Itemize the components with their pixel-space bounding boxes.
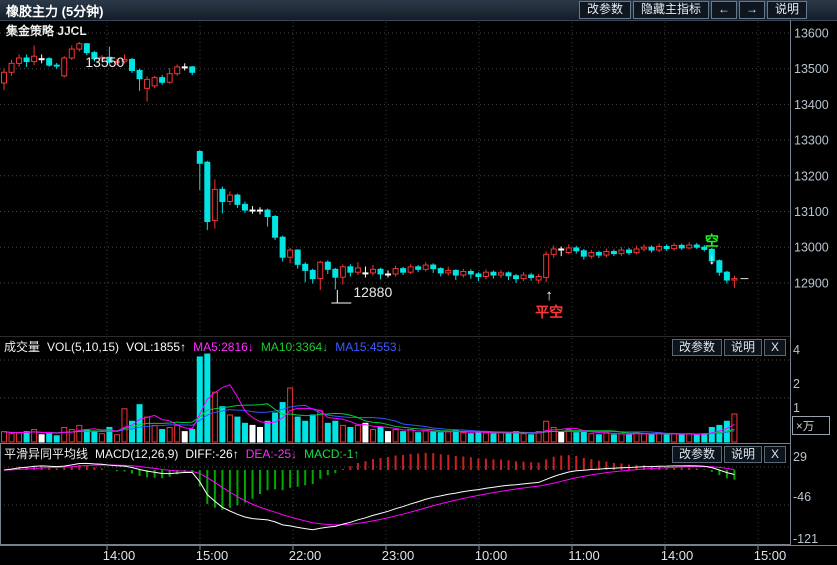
volume-formula: VOL(5,10,15) xyxy=(47,339,120,354)
volume-change-params-button[interactable]: 改参数 xyxy=(672,339,723,356)
volume-pane-title: 成交量 xyxy=(4,340,41,354)
svg-text:↓: ↓ xyxy=(708,251,716,268)
svg-text:13100: 13100 xyxy=(794,205,829,219)
svg-text:×万: ×万 xyxy=(796,421,814,433)
svg-text:-46: -46 xyxy=(793,490,811,504)
macd-diff-value: DIFF:-26↑ xyxy=(185,446,239,461)
change-params-button[interactable]: 改参数 xyxy=(578,1,631,19)
svg-text:12900: 12900 xyxy=(794,276,829,290)
svg-text:13200: 13200 xyxy=(794,169,829,183)
svg-text:11:00: 11:00 xyxy=(568,548,600,563)
gridlines-layer xyxy=(0,22,790,544)
svg-text:13000: 13000 xyxy=(794,241,829,255)
axis-labels: 13600 13500 13400 13300 13200 13100 13000 12900… xyxy=(103,27,830,563)
svg-text:14:00: 14:00 xyxy=(661,548,694,563)
volume-value: VOL:1855↑ xyxy=(126,339,187,354)
macd-formula: MACD(12,26,9) xyxy=(95,446,179,461)
svg-text:13500: 13500 xyxy=(794,62,829,76)
macd-pane-title: 平滑异同平均线 xyxy=(4,447,89,461)
macd-help-button[interactable]: 说明 xyxy=(724,446,763,463)
help-button[interactable]: 说明 xyxy=(766,1,807,19)
strategy-label: 集金策略 JJCL xyxy=(6,24,87,38)
svg-text:10:00: 10:00 xyxy=(475,548,508,563)
volume-close-button[interactable]: X xyxy=(764,339,787,356)
svg-text:23:00: 23:00 xyxy=(382,548,415,563)
prev-arrow-button[interactable]: ← xyxy=(710,1,737,19)
window-title: 橡胶主力 (5分钟) xyxy=(6,3,104,19)
svg-text:29: 29 xyxy=(793,450,807,464)
svg-text:2: 2 xyxy=(793,377,800,391)
svg-text:12880: 12880 xyxy=(353,284,392,300)
volume-ma5-value: MA5:2816↓ xyxy=(193,339,254,354)
macd-pane-header: 平滑异同平均线 MACD(12,26,9) DIFF:-26↑ DEA:-25↓… xyxy=(4,445,359,462)
next-arrow-button[interactable]: → xyxy=(738,1,765,19)
svg-text:13600: 13600 xyxy=(794,27,829,41)
volume-bars-layer xyxy=(1,353,738,443)
svg-text:1: 1 xyxy=(793,401,800,415)
macd-change-params-button[interactable]: 改参数 xyxy=(672,446,723,463)
macd-close-button[interactable]: X xyxy=(764,446,787,463)
volume-ma10-value: MA10:3364↓ xyxy=(260,339,329,354)
pane-frames xyxy=(0,20,837,546)
svg-text:13400: 13400 xyxy=(794,98,829,112)
svg-text:平空: 平空 xyxy=(535,304,563,320)
svg-text:空: 空 xyxy=(705,233,719,249)
candlesticks-layer xyxy=(1,41,738,291)
svg-text:22:00: 22:00 xyxy=(289,548,322,563)
macd-hist-value: MACD:-1↑ xyxy=(304,446,360,461)
volume-pane-buttons: 改参数 说明 X xyxy=(672,339,787,356)
title-bar: 橡胶主力 (5分钟) 改参数 隐藏主指标 ← → 说明 xyxy=(0,0,837,21)
svg-text:15:00: 15:00 xyxy=(196,548,229,563)
volume-ma15-value: MA15:4553↓ xyxy=(335,339,403,354)
hide-main-indicator-button[interactable]: 隐藏主指标 xyxy=(632,1,709,19)
price-chart-canvas[interactable]: 13600 13500 13400 13300 13200 13100 13000 12900… xyxy=(0,20,837,565)
svg-text:14:00: 14:00 xyxy=(103,548,136,563)
title-bar-buttons: 改参数 隐藏主指标 ← → 说明 xyxy=(578,1,807,19)
svg-text:-121: -121 xyxy=(793,532,818,546)
svg-text:4: 4 xyxy=(793,343,800,357)
svg-text:↑: ↑ xyxy=(545,287,553,304)
volume-pane-header: 成交量 VOL(5,10,15) VOL:1855↑ MA5:2816↓ MA1… xyxy=(4,338,403,355)
macd-lines-layer xyxy=(3,462,735,531)
time-axis xyxy=(106,546,759,550)
volume-help-button[interactable]: 说明 xyxy=(724,339,763,356)
macd-pane-buttons: 改参数 说明 X xyxy=(672,446,787,463)
svg-text:15:00: 15:00 xyxy=(754,548,787,563)
annotations-layer: 13550 12880 空 ↓ ↑平空 xyxy=(85,54,749,320)
volume-ma-lines xyxy=(3,384,735,435)
svg-text:13300: 13300 xyxy=(794,134,829,148)
svg-text:13550: 13550 xyxy=(85,54,124,70)
macd-dea-value: DEA:-25↓ xyxy=(245,446,298,461)
